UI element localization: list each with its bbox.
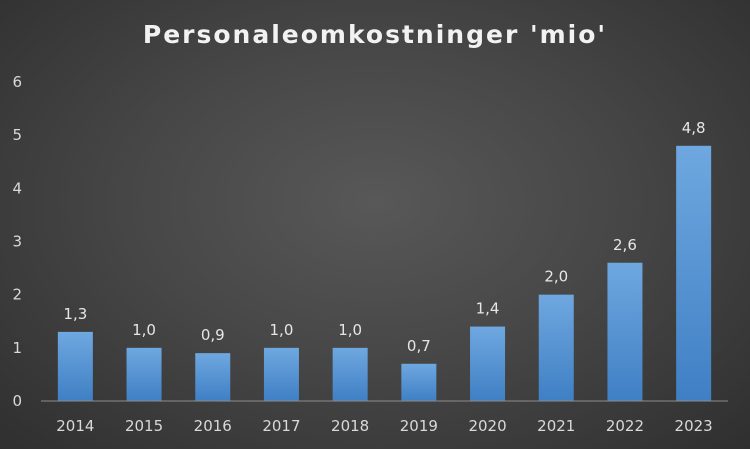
x-tick-label-2022: 2022 <box>606 417 644 435</box>
chart-title: Personaleomkostninger 'mio' <box>142 20 608 49</box>
x-tick-label-2020: 2020 <box>468 417 506 435</box>
y-tick-label: 0 <box>12 392 22 410</box>
bar-2018 <box>332 347 368 401</box>
data-label-2016: 0,9 <box>201 326 225 344</box>
bar-2017 <box>263 347 299 401</box>
data-label-2021: 2,0 <box>544 268 568 286</box>
x-tick-label-2021: 2021 <box>537 417 575 435</box>
bar-2020 <box>470 326 506 401</box>
bar-2014 <box>57 331 93 401</box>
data-label-2014: 1,3 <box>63 305 87 323</box>
x-tick-label-2017: 2017 <box>262 417 300 435</box>
x-tick-label-2015: 2015 <box>125 417 163 435</box>
y-tick-label: 2 <box>12 286 22 304</box>
bar-2022 <box>607 262 643 401</box>
bar-2016 <box>195 353 231 401</box>
bar-2015 <box>126 347 162 401</box>
x-tick-label-2018: 2018 <box>331 417 369 435</box>
bars: 1,3 1,0 0,9 1,0 1,0 0,7 1,4 2,0 2,6 4,8 <box>57 119 712 401</box>
x-tick-label-2014: 2014 <box>56 417 94 435</box>
x-tick-label-2019: 2019 <box>400 417 438 435</box>
bar-2023 <box>676 145 712 401</box>
x-tick-label-2016: 2016 <box>194 417 232 435</box>
y-tick-label: 5 <box>12 126 22 144</box>
bar-2019 <box>401 363 437 401</box>
data-label-2015: 1,0 <box>132 321 156 339</box>
data-label-2020: 1,4 <box>476 300 500 318</box>
data-label-2019: 0,7 <box>407 337 431 355</box>
x-tick-label-2023: 2023 <box>675 417 713 435</box>
data-label-2023: 4,8 <box>682 119 706 137</box>
x-axis: 2014 2015 2016 2017 2018 2019 2020 2021 2022 2023 <box>41 400 728 435</box>
y-tick-label: 6 <box>12 73 22 91</box>
y-tick-label: 1 <box>12 339 22 357</box>
y-axis: 0 1 2 3 4 5 6 <box>12 73 22 410</box>
y-tick-label: 3 <box>12 233 22 251</box>
bar-2021 <box>538 294 574 401</box>
data-label-2018: 1,0 <box>338 321 362 339</box>
y-tick-label: 4 <box>12 179 22 197</box>
data-label-2017: 1,0 <box>270 321 294 339</box>
data-label-2022: 2,6 <box>613 236 637 254</box>
